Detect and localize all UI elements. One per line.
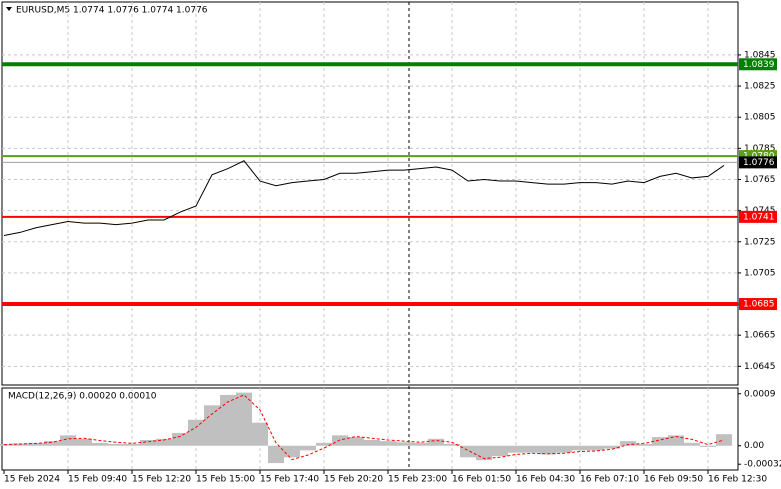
macd-bar: [604, 445, 620, 449]
macd-signal: [3, 394, 725, 461]
macd-bar: [716, 434, 732, 446]
macd-bar: [236, 392, 252, 446]
macd-y-tick-label: 0.0009: [744, 389, 776, 399]
y-tick-label: 1.0825: [744, 82, 776, 92]
macd-bar: [412, 442, 428, 446]
y-tick-label: 1.0765: [744, 175, 776, 185]
y-tick-label: 1.0665: [744, 331, 776, 341]
macd-bar: [540, 445, 556, 455]
macd-bar: [524, 445, 540, 453]
y-tick-label: 1.0785: [744, 144, 776, 154]
macd-bar: [92, 442, 108, 446]
x-tick-label: 15 Feb 2024: [4, 475, 60, 485]
macd-bar: [380, 441, 396, 446]
x-tick-label: 15 Feb 17:40: [260, 475, 319, 485]
macd-bar: [156, 438, 172, 446]
level-label-box: [739, 298, 777, 311]
price-line: [3, 160, 725, 237]
macd-bar: [588, 445, 604, 451]
x-tick-label: 15 Feb 09:40: [68, 475, 127, 485]
main-panel-frame: [1, 1, 739, 386]
x-tick-label: 16 Feb 09:50: [644, 475, 703, 485]
y-tick-label: 1.0725: [744, 237, 776, 247]
macd-bar: [124, 444, 140, 446]
macd-bar: [508, 445, 524, 453]
macd-bar: [60, 435, 76, 446]
macd-bar: [396, 442, 412, 446]
macd-panel-frame: [1, 387, 739, 471]
y-tick-label: 1.0845: [744, 50, 776, 60]
macd-bar: [444, 444, 460, 446]
y-tick-label: 1.0705: [744, 268, 776, 278]
x-tick-label: 16 Feb 07:10: [580, 475, 639, 485]
macd-bar: [284, 445, 300, 458]
menu-arrow: [6, 7, 12, 11]
macd-bar: [572, 445, 588, 451]
macd-y-tick-label: -0.00032: [744, 460, 781, 470]
macd-bar: [12, 443, 28, 446]
macd-bar: [140, 439, 156, 446]
level-label: 1.0776: [743, 158, 775, 168]
macd-bar: [316, 442, 332, 446]
x-tick-label: 16 Feb 12:30: [708, 475, 767, 485]
x-tick-label: 16 Feb 04:30: [516, 475, 575, 485]
macd-bar: [300, 445, 316, 451]
x-tick-label: 15 Feb 23:00: [388, 475, 447, 485]
level-label-box: [739, 156, 777, 169]
level-label: 1.0839: [743, 60, 775, 70]
macd-bar: [428, 438, 444, 446]
macd-bar: [668, 435, 684, 446]
macd-bar: [204, 405, 220, 446]
x-tick-label: 16 Feb 01:50: [452, 475, 511, 485]
level-label: 1.0685: [743, 300, 775, 310]
x-tick-label: 15 Feb 20:20: [324, 475, 383, 485]
macd-bar: [556, 445, 572, 453]
level-label: 1.0741: [743, 212, 775, 222]
x-tick-label: 15 Feb 12:20: [132, 475, 191, 485]
level-label-box: [739, 58, 777, 71]
macd-bar: [172, 433, 188, 446]
macd-bar: [28, 442, 44, 446]
chart-title: EURUSD,M5 1.0774 1.0776 1.0774 1.0776: [16, 6, 208, 16]
macd-title: MACD(12,26,9) 0.00020 0.00010: [8, 392, 157, 402]
y-tick-label: 1.0645: [744, 362, 776, 372]
macd-y-tick-label: 0.00: [744, 441, 764, 451]
macd-bar: [188, 419, 204, 446]
macd-bar: [700, 445, 716, 447]
macd-bar: [108, 444, 124, 446]
macd-bar: [652, 437, 668, 446]
macd-bar: [492, 445, 508, 457]
y-tick-label: 1.0805: [744, 113, 776, 123]
macd-bar: [268, 445, 284, 464]
macd-bar: [76, 438, 92, 446]
macd-bar: [348, 437, 364, 446]
x-tick-label: 15 Feb 15:00: [196, 475, 255, 485]
macd-bar: [684, 442, 700, 446]
macd-bar: [252, 422, 268, 446]
macd-bar: [44, 441, 60, 446]
macd-bar: [364, 439, 380, 446]
macd-bar: [332, 435, 348, 446]
macd-bar: [620, 441, 636, 446]
macd-bar: [460, 445, 476, 458]
macd-bar: [220, 394, 236, 446]
macd-bar: [636, 444, 652, 446]
level-label-box: [739, 210, 777, 223]
